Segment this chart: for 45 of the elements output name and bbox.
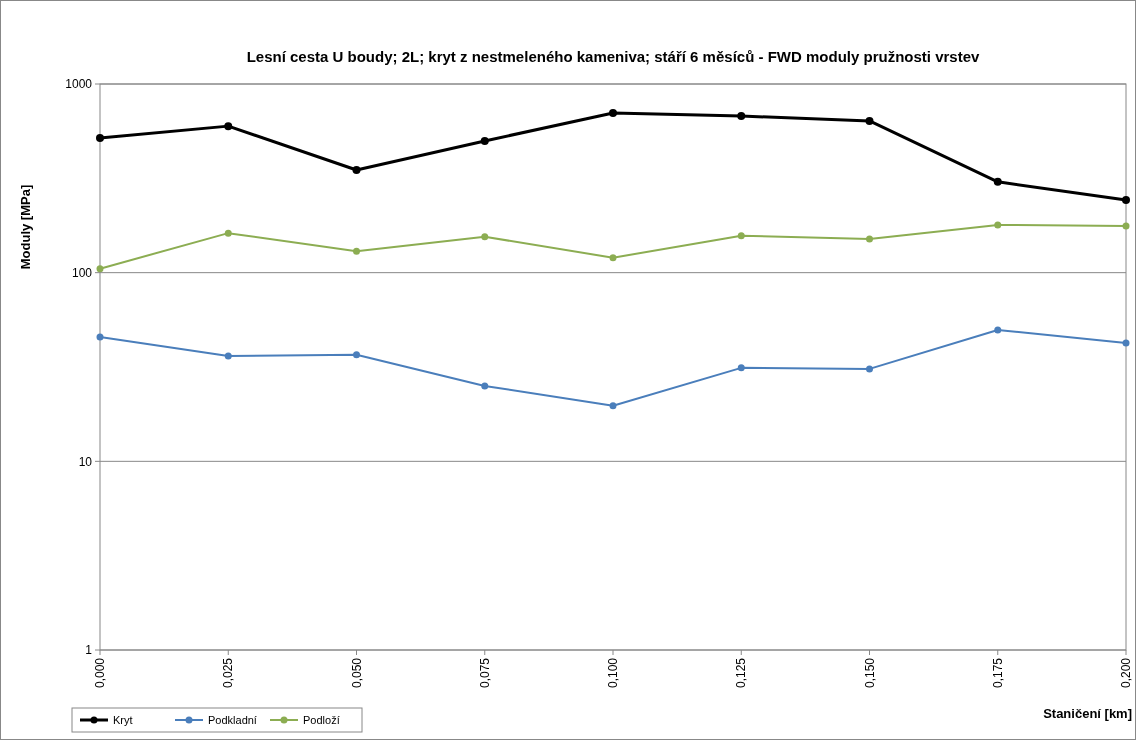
x-tick-label: 0,150 (862, 657, 877, 689)
point (737, 112, 746, 121)
point (994, 326, 1002, 334)
x-tick-label: 0,050 (349, 657, 364, 689)
point (1122, 222, 1130, 230)
x-tick-label: 0,100 (606, 657, 621, 689)
point (481, 382, 489, 390)
point (96, 133, 104, 142)
point (609, 254, 617, 262)
x-axis-title: Staničení [km] (1043, 706, 1132, 721)
x-tick-label: 0,000 (93, 657, 108, 689)
x-tick-label: 0,075 (477, 657, 492, 689)
point (96, 333, 104, 341)
point (353, 247, 360, 255)
point (609, 402, 617, 410)
point (481, 233, 489, 241)
point (993, 177, 1002, 186)
point (224, 122, 233, 131)
legend-label: Podloží (303, 713, 340, 726)
point (866, 235, 873, 243)
chart-title: Lesní cesta U boudy; 2L; kryt z nestmeleného kameniva; stáří 6 měsíců - FWD moduly pružnosti vrstev (246, 48, 980, 65)
point (224, 352, 232, 360)
point (352, 166, 361, 175)
point (1122, 195, 1130, 204)
y-tick-label: 100 (71, 265, 93, 280)
point (224, 229, 232, 237)
x-tick-label: 0,125 (734, 657, 749, 689)
point (994, 221, 1002, 229)
y-tick-label: 10 (78, 454, 93, 469)
legend-label: Kryt (113, 713, 133, 726)
x-tick-label: 0,025 (221, 657, 236, 689)
point (480, 136, 489, 145)
y-axis-title: Moduly [MPa] (18, 184, 33, 270)
point (609, 108, 617, 117)
x-tick-label: 0,200 (1119, 657, 1134, 689)
y-tick-label: 1 (85, 643, 93, 658)
point (737, 364, 745, 372)
point (353, 351, 360, 359)
legend-label: Podkladní (208, 713, 257, 726)
point (865, 116, 874, 125)
point (866, 365, 873, 373)
point (1122, 339, 1130, 347)
y-tick-label: 1000 (65, 77, 93, 92)
point (737, 232, 745, 240)
x-tick-label: 0,175 (990, 657, 1005, 689)
